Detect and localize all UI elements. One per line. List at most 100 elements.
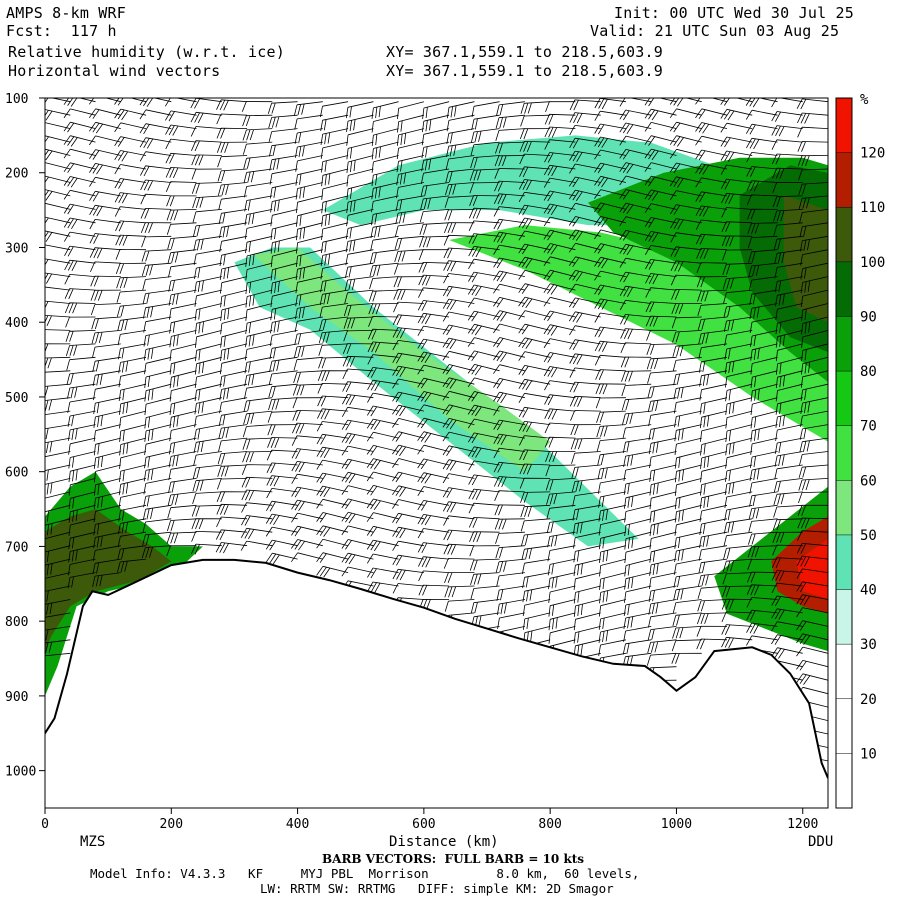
wind-barb (750, 397, 778, 416)
wind-barb (569, 137, 601, 149)
wind-barb (800, 289, 828, 308)
wind-barb (771, 557, 803, 569)
wind-barb (773, 504, 803, 518)
wind-barb (775, 316, 803, 334)
wind-barb (518, 230, 551, 241)
wind-barb (417, 542, 450, 553)
rh-region-120-11 (796, 538, 828, 599)
wind-barb (543, 256, 576, 267)
wind-barb (45, 329, 71, 331)
wind-barb (45, 612, 71, 618)
wind-barb (68, 545, 96, 563)
wind-barb (801, 356, 828, 375)
wind-barb (345, 235, 374, 253)
wind-barb (118, 491, 147, 509)
wind-barb (194, 303, 222, 321)
wind-barb (799, 235, 828, 252)
wind-barb (520, 101, 551, 114)
wind-barb (596, 437, 626, 452)
wind-barb (644, 175, 677, 187)
wind-barb (800, 397, 828, 414)
wind-barb (568, 283, 601, 294)
wind-barb (594, 136, 626, 148)
wind-barb (367, 581, 399, 593)
wind-barb (366, 471, 399, 482)
wind-barb (169, 424, 197, 442)
wind-barb (45, 518, 71, 536)
wind-barb (518, 217, 551, 230)
wind-barb (721, 207, 753, 218)
wind-barb (68, 451, 96, 469)
wind-barb (194, 356, 222, 375)
y-tick-label: 500 (5, 391, 28, 406)
wind-barb (648, 410, 677, 427)
wind-barb (543, 352, 576, 363)
wind-barb (518, 204, 551, 216)
wind-barb (699, 397, 728, 415)
wind-barb (594, 149, 626, 160)
wind-barb (194, 397, 222, 415)
terrain-line (45, 558, 828, 779)
wind-barb (695, 219, 728, 230)
wind-barb (88, 135, 121, 146)
wind-barb (341, 471, 374, 484)
wind-barb (696, 248, 728, 259)
wind-barb (569, 353, 601, 365)
wind-barb (645, 287, 677, 298)
wind-barb (750, 330, 778, 347)
wind-barb (417, 472, 450, 484)
wind-barb (447, 101, 475, 119)
wind-barb (317, 383, 349, 394)
wind-barb (699, 531, 728, 548)
wind-barb (799, 424, 828, 440)
wind-barb (45, 235, 46, 237)
wind-barb (722, 572, 753, 585)
wind-barb (392, 485, 424, 497)
wind-barb (725, 370, 753, 388)
wind-barb (442, 459, 475, 471)
wind-barb (144, 451, 172, 469)
wind-barb (746, 597, 778, 608)
wind-barb (495, 141, 525, 154)
wind-barb (292, 383, 323, 396)
y-tick-label: 400 (5, 316, 28, 331)
wind-barb (444, 195, 475, 208)
wind-barb (725, 464, 753, 482)
wind-barb (316, 552, 349, 563)
wind-barb (519, 141, 551, 152)
wind-barb (518, 406, 551, 418)
wind-barb (442, 285, 475, 297)
wind-barb (696, 638, 728, 650)
wind-barb (194, 370, 222, 388)
wind-barb (775, 410, 803, 428)
wind-barb (45, 572, 71, 581)
wind-barb (296, 235, 323, 254)
wind-barb (45, 599, 46, 600)
wind-barb (745, 123, 778, 135)
wind-barb (318, 356, 349, 369)
wind-barb (543, 229, 576, 241)
wind-barb (572, 518, 601, 535)
wind-barb (493, 310, 525, 322)
wind-barb (116, 289, 147, 303)
wind-barb (619, 189, 652, 200)
wind-barb (371, 128, 399, 147)
wind-barb (796, 568, 828, 579)
wind-barb (371, 168, 399, 187)
wind-barb (45, 559, 46, 560)
wind-barb (45, 531, 71, 543)
wind-barb (93, 451, 121, 469)
wind-barb (166, 209, 197, 221)
wind-barb (419, 222, 450, 235)
wind-barb (774, 276, 803, 293)
wind-barb (341, 498, 374, 510)
wind-barb (241, 464, 273, 475)
wind-barb (421, 128, 450, 146)
wind-barb (393, 276, 424, 288)
wind-barb (89, 219, 121, 230)
wind-barb (45, 141, 46, 143)
wind-barb (544, 152, 576, 163)
wind-barb (139, 109, 172, 120)
wind-barb (395, 222, 424, 237)
wind-barb (745, 109, 778, 120)
